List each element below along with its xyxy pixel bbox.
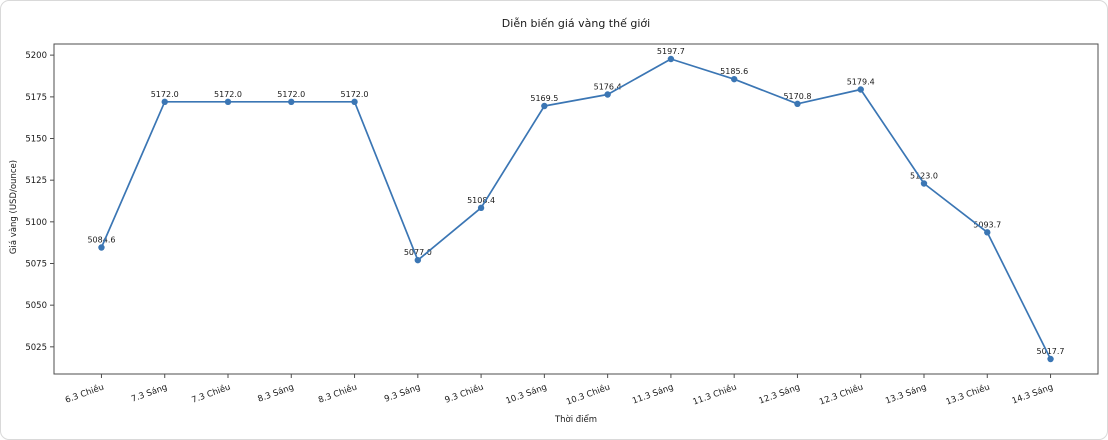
- chart-title: Diễn biến giá vàng thế giới: [501, 17, 651, 30]
- data-point-label: 5123.0: [910, 172, 938, 181]
- x-tick-label: 7.3 Chiều: [190, 381, 232, 405]
- x-tick-label: 9.3 Chiều: [443, 381, 485, 405]
- data-point-label: 5170.8: [783, 92, 811, 101]
- data-point-label: 5172.0: [341, 90, 369, 99]
- data-point-marker: [351, 98, 358, 106]
- y-tick-label: 5025: [25, 343, 47, 353]
- data-point-marker: [161, 98, 168, 106]
- data-point-label: 5108.4: [467, 196, 495, 205]
- data-point-label: 5179.4: [847, 78, 875, 87]
- data-point-marker: [794, 100, 801, 108]
- x-tick-label: 11.3 Sáng: [631, 382, 675, 406]
- data-point-marker: [1047, 355, 1054, 363]
- x-tick-label: 12.3 Chiều: [818, 381, 865, 407]
- x-tick-label: 13.3 Sáng: [884, 382, 928, 406]
- data-point-marker: [667, 55, 675, 63]
- data-point-marker: [920, 180, 928, 187]
- data-point-label: 5197.7: [657, 47, 685, 56]
- y-tick-label: 5125: [25, 176, 47, 186]
- data-point-marker: [730, 75, 738, 83]
- data-point-label: 5077.0: [404, 248, 432, 257]
- x-tick-label: 10.3 Sáng: [505, 382, 549, 406]
- data-point-marker: [414, 256, 422, 264]
- x-tick-label: 13.3 Chiều: [944, 381, 991, 407]
- data-point-marker: [857, 86, 864, 93]
- data-point-label: 5185.6: [720, 67, 748, 76]
- data-point-marker: [984, 229, 991, 236]
- data-point-marker: [224, 98, 232, 106]
- x-tick-label: 7.3 Sáng: [130, 382, 169, 404]
- x-tick-label: 14.3 Sáng: [1011, 382, 1055, 406]
- x-tick-label: 8.3 Chiều: [317, 381, 359, 405]
- x-axis-label: Thời điểm: [554, 415, 598, 425]
- data-point-label: 5172.0: [277, 90, 305, 99]
- x-tick-label: 9.3 Sáng: [383, 382, 422, 404]
- x-tick-label: 12.3 Sáng: [758, 382, 802, 406]
- data-point-label: 5169.5: [530, 94, 558, 103]
- data-point-label: 5172.0: [151, 90, 179, 99]
- data-point-marker: [98, 244, 105, 251]
- data-point-label: 5176.4: [594, 83, 622, 92]
- plot-frame: [53, 43, 1099, 375]
- data-point-marker: [288, 98, 295, 106]
- price-line: [100, 58, 1052, 360]
- y-tick-label: 5175: [25, 93, 47, 103]
- y-tick-label: 5100: [25, 218, 47, 228]
- x-tick-label: 10.3 Chiều: [565, 381, 612, 407]
- y-tick-label: 5050: [25, 301, 47, 311]
- data-point-label: 5172.0: [214, 90, 242, 99]
- data-point-marker: [477, 204, 485, 212]
- data-point-marker: [541, 102, 548, 110]
- y-tick-label: 5150: [25, 135, 47, 145]
- x-tick-label: 8.3 Sáng: [257, 382, 296, 404]
- data-point-label: 5017.7: [1037, 347, 1065, 356]
- x-tick-label: 6.3 Chiều: [64, 381, 106, 405]
- y-tick-label: 5075: [25, 260, 47, 270]
- data-point-label: 5084.6: [87, 236, 115, 245]
- y-tick-label: 5200: [25, 51, 47, 61]
- data-point-label: 5093.7: [973, 220, 1001, 229]
- x-tick-label: 11.3 Chiều: [691, 381, 738, 407]
- data-point-marker: [604, 91, 611, 98]
